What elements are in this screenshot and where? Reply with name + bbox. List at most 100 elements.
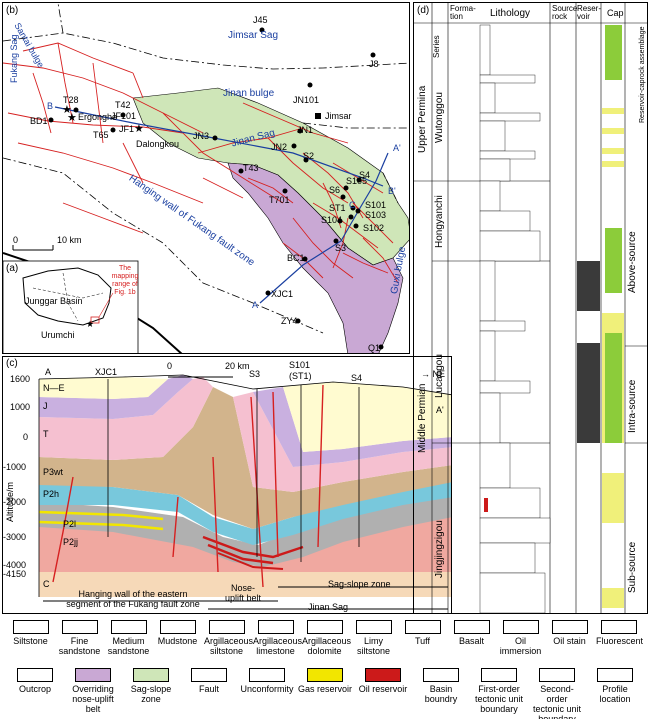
layer-j-right <box>253 387 451 467</box>
legend-label: Overriding nose-uplift belt <box>72 684 114 714</box>
panel-b-label: (b) <box>6 5 19 16</box>
legend-label: Basin boundry <box>424 684 458 704</box>
layer-ne <box>39 377 168 399</box>
section-scale-label: 20 km <box>225 361 250 371</box>
legend-label: Fault <box>198 684 219 694</box>
y-tick: -4000 <box>3 560 27 570</box>
profile-a-label: A <box>252 300 259 310</box>
legend-swatch <box>404 620 441 634</box>
legend-item: Medium sandstone <box>106 620 151 656</box>
junggar-basin-label: Junggar Basin <box>25 296 83 306</box>
legend-item: Oil reservoir <box>356 668 410 694</box>
profile-line-a <box>259 152 389 304</box>
legend-label: Unconformity <box>240 684 294 694</box>
well-t65: T65 <box>93 130 109 140</box>
well-s104: S104 <box>321 215 343 225</box>
nose-uplift-belt <box>227 162 404 353</box>
header-lithology: Lithology <box>490 8 531 19</box>
profile-b-label: B <box>47 101 54 111</box>
layer-ne-right <box>283 382 451 452</box>
cross-section-svg <box>38 374 451 610</box>
legend-item: Outcrop <box>8 668 62 694</box>
well-jf1: JF1 <box>119 124 135 134</box>
map-panel: ★ ★ ★ ★ (b) 0 10 km J45 Jimsar Sag J8 Fu… <box>2 2 410 354</box>
well-s101: S101 <box>365 200 387 210</box>
legend-label: Profile location <box>599 684 631 704</box>
outcrop-star: ★ <box>134 123 144 135</box>
dalongkou-label: Dalongkou <box>136 139 180 149</box>
formation-jingjingzigou: Jingjingzigou <box>434 520 445 578</box>
legend-label: Sag-slope zone <box>130 684 172 704</box>
legend-swatch <box>423 668 459 682</box>
legend-swatch <box>306 620 343 634</box>
legend-label: Outcrop <box>18 684 51 694</box>
direction-text: NE <box>432 369 446 379</box>
source-rock-lower <box>577 343 600 443</box>
legend-item: Unconformity <box>240 668 294 694</box>
legend-item: Argillaceous siltstone <box>204 620 253 656</box>
legend-label: Fine sandstone <box>58 636 101 656</box>
legend-swatch <box>133 668 169 682</box>
layer-ne-label: N—E <box>43 383 65 393</box>
assemblage-intra: Intra-source <box>627 379 638 433</box>
well-xjc1: XJC1 <box>271 289 294 299</box>
second-order-boundary <box>382 172 399 204</box>
zone-sagslope: Sag-slope zone <box>328 579 391 589</box>
legend-label: Limy siltstone <box>356 636 391 656</box>
legend-swatch <box>191 668 227 682</box>
profile-line-b <box>54 106 384 187</box>
first-order-boundary <box>302 122 409 129</box>
strat-column-svg <box>414 3 647 613</box>
legend-swatch <box>75 668 111 682</box>
legend-item: Overriding nose-uplift belt <box>66 668 120 714</box>
y-tick: 1600 <box>10 374 31 384</box>
header-reservoir: Reser-voir <box>577 4 602 21</box>
legend-swatch <box>365 668 401 682</box>
legend-swatch <box>17 668 53 682</box>
y-tick: -4150 <box>3 569 27 579</box>
header-cap: Cap <box>607 8 624 18</box>
legend-item: Oil stain <box>547 620 592 646</box>
formation-hongyanchi: Hongyanchi <box>434 195 445 248</box>
well-jn1: JN1 <box>297 125 314 135</box>
y-tick: 1000 <box>10 402 31 412</box>
layer-p2h-label: P2h <box>43 489 60 499</box>
legend-item: Argillaceous limestone <box>253 620 302 656</box>
well-bd1: BD1 <box>30 116 48 126</box>
section-faults <box>52 384 324 588</box>
section-wells <box>107 379 360 562</box>
well-s2: S2 <box>303 151 315 161</box>
profile-a-prime: A' <box>393 143 401 153</box>
legend-label: Oil immersion <box>499 636 542 656</box>
header-assemblage: Reservoir-caprock assemblage <box>639 26 646 123</box>
layer-t-right <box>233 392 451 492</box>
well-jn2: JN2 <box>271 142 288 152</box>
formation-lucaogou: Lucaogou <box>434 354 445 398</box>
legend-item: Argillaceous dolomite <box>302 620 351 656</box>
legend-swatch <box>159 620 196 634</box>
legend-swatch <box>208 620 245 634</box>
well-t28: T28 <box>63 95 79 105</box>
map-svg: ★ ★ ★ ★ <box>3 3 409 353</box>
town-jimsar: Jimsar <box>325 111 352 121</box>
legend-item: Basin boundry <box>414 668 468 704</box>
section-scale-zero: 0 <box>167 361 173 371</box>
legend-swatch <box>61 620 98 634</box>
well-jn3: JN3 <box>193 131 210 141</box>
well-st1: ST1 <box>329 203 346 213</box>
layer-p2h <box>39 479 451 545</box>
scale-label: 10 km <box>57 235 82 245</box>
legend-swatch <box>355 620 392 634</box>
legend: Siltstone Fine sandstone Medium sandstone M… <box>2 616 648 719</box>
well-s3: S3 <box>335 243 347 253</box>
legend-swatch <box>110 620 147 634</box>
legend-label: Oil stain <box>553 636 586 646</box>
legend-label: Mudstone <box>157 636 198 646</box>
legend-swatch <box>249 668 285 682</box>
legend-item: Fine sandstone <box>57 620 102 656</box>
layer-p2jj-label: P2jj <box>63 537 79 547</box>
jimsar-sag-label: Jimsar Sag <box>228 30 279 41</box>
jimsar-town-marker <box>315 113 321 119</box>
legend-item: Basalt <box>449 620 494 646</box>
direction-label: → NE <box>421 369 446 379</box>
